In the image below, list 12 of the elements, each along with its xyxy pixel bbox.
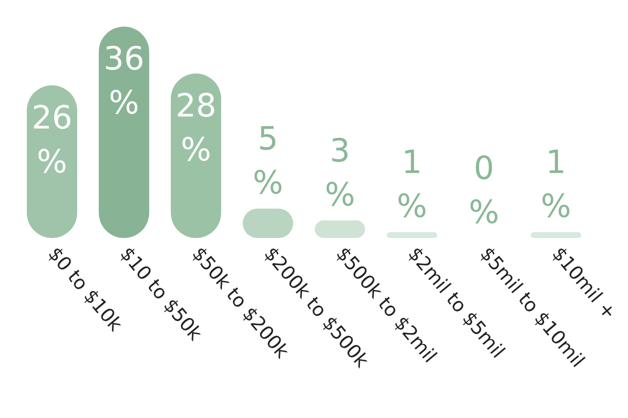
data-label: 26% <box>32 98 72 180</box>
data-label: 1% <box>396 143 428 226</box>
bar <box>170 74 222 238</box>
data-label: 0% <box>468 149 500 231</box>
data-label: 1% <box>540 143 572 226</box>
data-label: 36% <box>104 40 144 122</box>
data-label: 28% <box>176 86 216 169</box>
data-label: 3% <box>324 131 356 214</box>
bar <box>386 232 438 238</box>
data-label: 5% <box>252 120 284 202</box>
bar <box>530 232 582 238</box>
bar <box>98 26 150 238</box>
